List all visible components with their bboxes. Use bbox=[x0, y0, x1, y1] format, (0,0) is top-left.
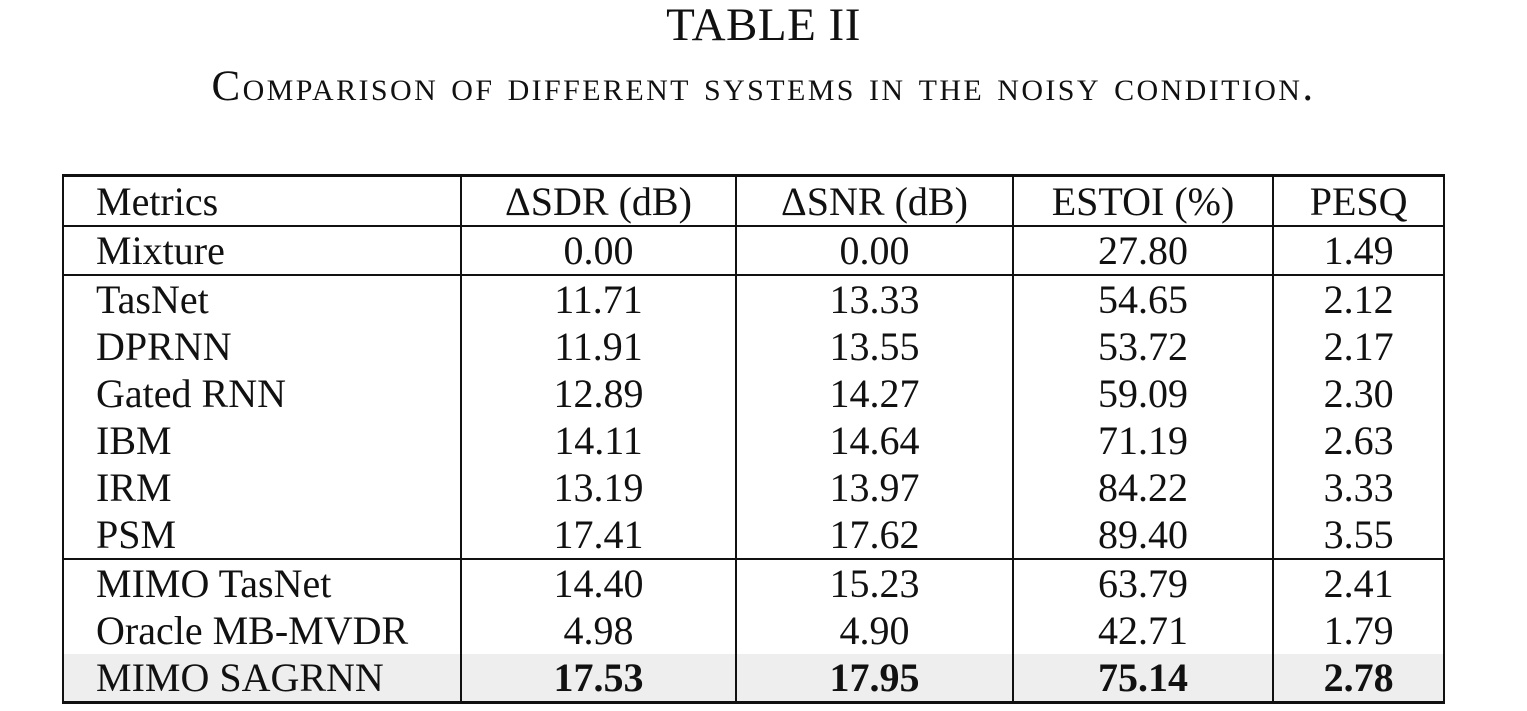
table-row: DPRNN 11.91 13.55 53.72 2.17 bbox=[62, 323, 1445, 370]
cell-estoi: 63.79 bbox=[1011, 559, 1275, 607]
table-title: TABLE II bbox=[666, 0, 861, 51]
cell-delta-sdr: 0.00 bbox=[459, 226, 738, 276]
cell-delta-sdr: 14.11 bbox=[459, 417, 738, 464]
cell-estoi: 54.65 bbox=[1011, 275, 1275, 323]
row-name: Gated RNN bbox=[62, 370, 462, 417]
cell-delta-snr: 13.55 bbox=[735, 323, 1014, 370]
cell-estoi: 59.09 bbox=[1011, 370, 1275, 417]
cell-estoi: 53.72 bbox=[1011, 323, 1275, 370]
table-row: IBM 14.11 14.64 71.19 2.63 bbox=[62, 417, 1445, 464]
table-row: Gated RNN 12.89 14.27 59.09 2.30 bbox=[62, 370, 1445, 417]
table-row-highlighted: MIMO SAGRNN 17.53 17.95 75.14 2.78 bbox=[62, 654, 1445, 704]
header-metrics: Metrics bbox=[62, 174, 462, 227]
cell-estoi: 75.14 bbox=[1011, 654, 1275, 704]
cell-estoi: 89.40 bbox=[1011, 511, 1275, 560]
table-row: MIMO TasNet 14.40 15.23 63.79 2.41 bbox=[62, 559, 1445, 607]
row-name: MIMO SAGRNN bbox=[62, 654, 462, 704]
row-name: IRM bbox=[62, 464, 462, 511]
header-pesq: PESQ bbox=[1272, 174, 1445, 227]
cell-delta-snr: 14.64 bbox=[735, 417, 1014, 464]
cell-delta-sdr: 11.71 bbox=[459, 275, 738, 323]
cell-estoi: 71.19 bbox=[1011, 417, 1275, 464]
header-delta-snr: ΔSNR (dB) bbox=[735, 174, 1014, 227]
cell-delta-snr: 13.33 bbox=[735, 275, 1014, 323]
table-row: TasNet 11.71 13.33 54.65 2.12 bbox=[62, 275, 1445, 323]
cell-delta-sdr: 13.19 bbox=[459, 464, 738, 511]
cell-pesq: 1.79 bbox=[1272, 607, 1445, 654]
cell-estoi: 42.71 bbox=[1011, 607, 1275, 654]
results-table: Metrics ΔSDR (dB) ΔSNR (dB) ESTOI (%) PE… bbox=[62, 174, 1445, 704]
cell-delta-snr: 13.97 bbox=[735, 464, 1014, 511]
cell-pesq: 2.78 bbox=[1272, 654, 1445, 704]
cell-delta-sdr: 12.89 bbox=[459, 370, 738, 417]
row-name: DPRNN bbox=[62, 323, 462, 370]
cell-pesq: 1.49 bbox=[1272, 226, 1445, 276]
cell-pesq: 3.55 bbox=[1272, 511, 1445, 560]
cell-pesq: 3.33 bbox=[1272, 464, 1445, 511]
cell-pesq: 2.30 bbox=[1272, 370, 1445, 417]
cell-delta-snr: 17.62 bbox=[735, 511, 1014, 560]
cell-delta-snr: 4.90 bbox=[735, 607, 1014, 654]
table-row: Mixture 0.00 0.00 27.80 1.49 bbox=[62, 226, 1445, 276]
cell-delta-snr: 15.23 bbox=[735, 559, 1014, 607]
cell-delta-sdr: 11.91 bbox=[459, 323, 738, 370]
cell-delta-snr: 0.00 bbox=[735, 226, 1014, 276]
row-name: Mixture bbox=[62, 226, 462, 276]
row-name: Oracle MB-MVDR bbox=[62, 607, 462, 654]
cell-delta-sdr: 4.98 bbox=[459, 607, 738, 654]
table-row: IRM 13.19 13.97 84.22 3.33 bbox=[62, 464, 1445, 511]
cell-estoi: 84.22 bbox=[1011, 464, 1275, 511]
header-row: Metrics ΔSDR (dB) ΔSNR (dB) ESTOI (%) PE… bbox=[62, 174, 1445, 227]
table-row: Oracle MB-MVDR 4.98 4.90 42.71 1.79 bbox=[62, 607, 1445, 654]
row-name: MIMO TasNet bbox=[62, 559, 462, 607]
cell-delta-sdr: 17.53 bbox=[459, 654, 738, 704]
cell-delta-sdr: 14.40 bbox=[459, 559, 738, 607]
row-name: PSM bbox=[62, 511, 462, 560]
header-estoi: ESTOI (%) bbox=[1011, 174, 1275, 227]
header-delta-sdr: ΔSDR (dB) bbox=[459, 174, 738, 227]
cell-pesq: 2.17 bbox=[1272, 323, 1445, 370]
row-name: IBM bbox=[62, 417, 462, 464]
cell-delta-snr: 14.27 bbox=[735, 370, 1014, 417]
cell-estoi: 27.80 bbox=[1011, 226, 1275, 276]
cell-pesq: 2.41 bbox=[1272, 559, 1445, 607]
cell-pesq: 2.12 bbox=[1272, 275, 1445, 323]
row-name: TasNet bbox=[62, 275, 462, 323]
cell-pesq: 2.63 bbox=[1272, 417, 1445, 464]
table-row: PSM 17.41 17.62 89.40 3.55 bbox=[62, 511, 1445, 560]
cell-delta-sdr: 17.41 bbox=[459, 511, 738, 560]
cell-delta-snr: 17.95 bbox=[735, 654, 1014, 704]
table-caption: Comparison of different systems in the n… bbox=[211, 63, 1316, 110]
